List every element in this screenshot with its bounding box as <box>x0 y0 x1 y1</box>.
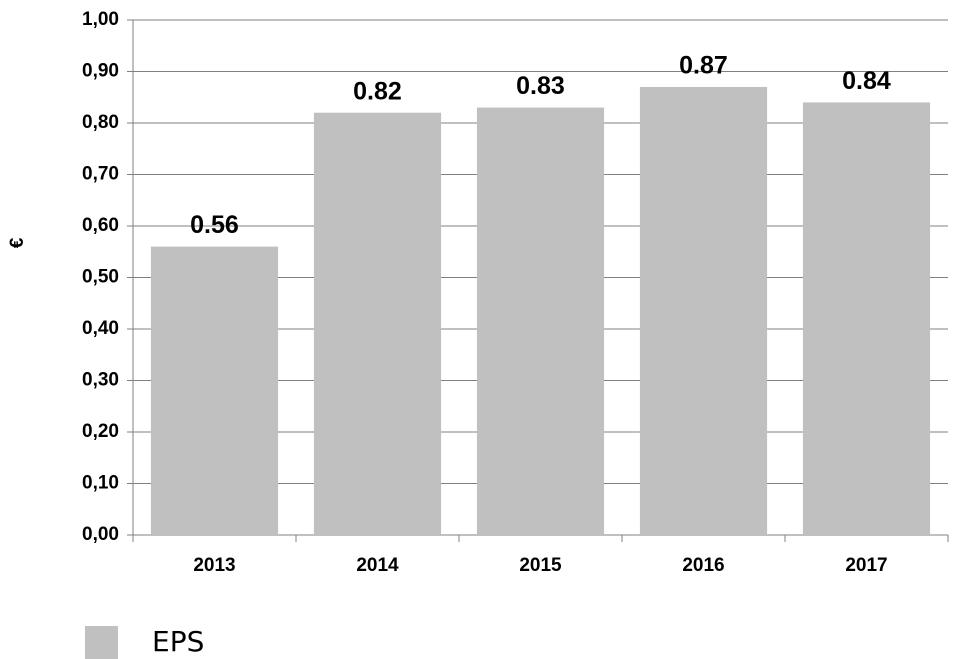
x-tick-label: 2016 <box>682 555 724 576</box>
bar <box>150 246 279 535</box>
data-label: 0.84 <box>842 67 891 95</box>
bar <box>802 102 931 536</box>
data-label: 0.56 <box>190 211 239 239</box>
legend-label: EPS <box>152 625 204 658</box>
bar <box>313 112 442 535</box>
y-tick-label: 0,80 <box>82 112 119 133</box>
x-tick-label: 2015 <box>519 555 562 576</box>
y-tick-label: 0,30 <box>82 370 119 391</box>
legend-swatch <box>85 626 118 659</box>
bar <box>476 107 605 536</box>
y-axis-label: € <box>7 237 28 248</box>
data-label: 0.82 <box>353 77 402 105</box>
y-tick-label: 0,60 <box>82 215 119 236</box>
x-tick-label: 2014 <box>356 555 399 576</box>
y-tick-label: 0,90 <box>82 61 119 82</box>
y-tick-label: 0,50 <box>82 267 119 288</box>
data-label: 0.83 <box>516 72 565 100</box>
x-tick-label: 2013 <box>193 555 235 576</box>
y-tick-label: 0,20 <box>82 421 119 442</box>
y-tick-label: 0,40 <box>82 318 119 339</box>
y-tick-label: 1,00 <box>82 9 119 30</box>
data-label: 0.87 <box>679 52 728 80</box>
y-tick-label: 0,10 <box>82 473 119 494</box>
x-tick-label: 2017 <box>845 555 887 576</box>
bar <box>639 86 768 535</box>
y-tick-label: 0,00 <box>82 524 119 545</box>
y-tick-label: 0,70 <box>82 164 119 185</box>
